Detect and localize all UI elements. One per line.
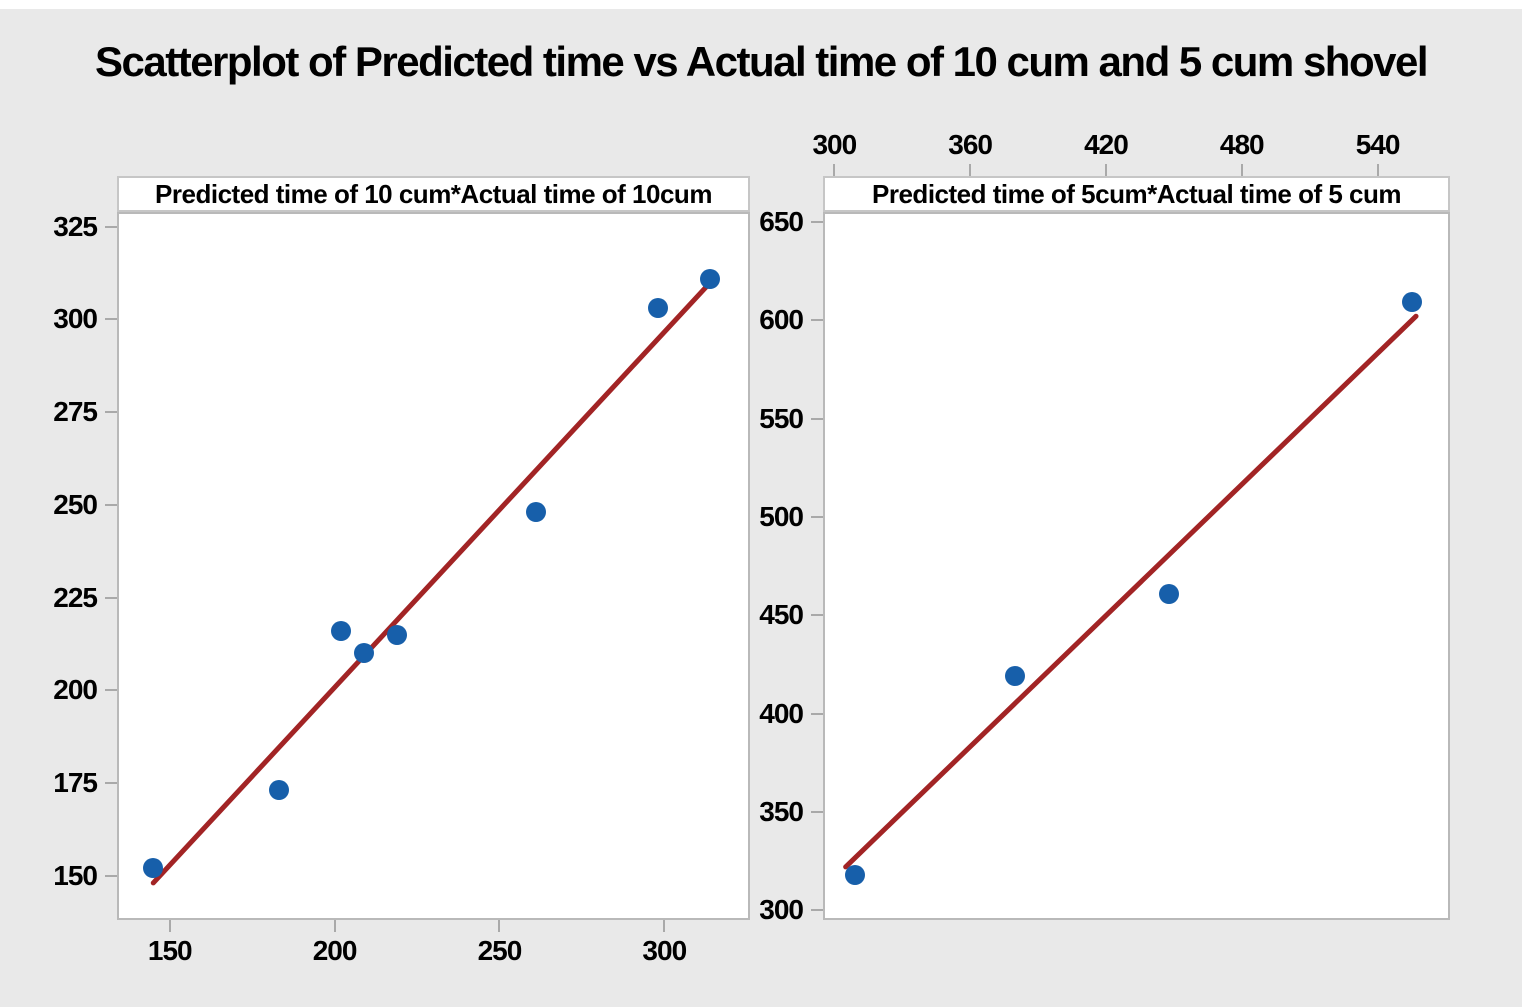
x-axis-tick-label: 480 xyxy=(1219,129,1265,160)
data-point[interactable] xyxy=(700,268,721,289)
y-axis-tick xyxy=(105,225,117,228)
x-axis-tick-label: 540 xyxy=(1355,129,1401,160)
y-axis-tick xyxy=(105,411,117,414)
y-axis-tick xyxy=(105,689,117,692)
data-point[interactable] xyxy=(387,624,408,645)
x-axis-tick xyxy=(1240,164,1243,176)
data-point[interactable] xyxy=(268,780,289,801)
y-axis-tick xyxy=(811,909,823,912)
y-axis-tick-label: 550 xyxy=(759,402,804,434)
data-point[interactable] xyxy=(1159,583,1180,604)
window-top-strip xyxy=(0,0,1522,9)
y-axis-tick-label: 400 xyxy=(759,697,804,729)
y-axis-tick xyxy=(811,614,823,617)
y-axis-tick xyxy=(105,318,117,321)
x-axis-tick xyxy=(1376,164,1379,176)
y-axis-tick-label: 500 xyxy=(759,500,804,532)
left-panel-plot-area xyxy=(117,212,750,920)
x-axis-tick-label: 200 xyxy=(312,935,358,966)
y-axis-tick-label: 250 xyxy=(53,488,98,520)
y-axis-tick-label: 200 xyxy=(53,674,98,706)
regression-line[interactable] xyxy=(843,313,1419,870)
x-axis-tick xyxy=(333,920,336,932)
x-axis-tick xyxy=(663,920,666,932)
y-axis-tick xyxy=(811,712,823,715)
y-axis-tick xyxy=(105,596,117,599)
y-axis-tick xyxy=(811,220,823,223)
y-axis-tick-label: 225 xyxy=(53,581,98,613)
y-axis-tick-label: 350 xyxy=(759,795,804,827)
x-axis-tick-label: 300 xyxy=(642,935,687,966)
y-axis-tick-label: 300 xyxy=(759,894,804,926)
y-axis-tick xyxy=(105,781,117,784)
data-point[interactable] xyxy=(647,298,668,319)
x-axis-tick xyxy=(833,164,836,176)
data-point[interactable] xyxy=(331,620,352,641)
y-axis-tick xyxy=(105,503,117,506)
data-point[interactable] xyxy=(844,864,865,885)
y-axis-tick xyxy=(811,810,823,813)
fit-line-layer xyxy=(843,313,1419,870)
data-point[interactable] xyxy=(1005,666,1026,687)
x-axis-tick xyxy=(168,920,171,932)
y-axis-tick xyxy=(811,515,823,518)
data-point[interactable] xyxy=(525,502,546,523)
y-axis-tick-label: 650 xyxy=(759,205,804,237)
x-axis-tick xyxy=(969,164,972,176)
fit-line-layer xyxy=(150,278,715,886)
x-axis-tick-label: 360 xyxy=(948,129,993,160)
data-point[interactable] xyxy=(1401,292,1422,313)
y-axis-tick-label: 450 xyxy=(759,599,804,631)
y-axis-tick-label: 600 xyxy=(759,304,804,336)
y-axis-tick-label: 175 xyxy=(53,766,98,798)
y-axis-tick xyxy=(811,319,823,322)
y-axis-tick xyxy=(105,874,117,877)
x-axis-tick xyxy=(1104,164,1107,176)
chart-title: Scatterplot of Predicted time vs Actual … xyxy=(95,38,1429,85)
y-axis-tick-label: 275 xyxy=(53,396,98,428)
y-axis-tick-label: 300 xyxy=(53,303,98,335)
data-point[interactable] xyxy=(143,858,164,879)
x-axis-tick-label: 420 xyxy=(1084,129,1129,160)
y-axis-tick xyxy=(811,417,823,420)
x-axis-tick xyxy=(498,920,501,932)
y-axis-tick-label: 150 xyxy=(53,859,98,891)
data-point[interactable] xyxy=(354,643,375,664)
x-axis-tick-label: 150 xyxy=(147,935,193,966)
right-panel-plot-area xyxy=(823,212,1450,920)
right-panel-header: Predicted time of 5cum*Actual time of 5 … xyxy=(823,176,1450,212)
y-axis-tick-label: 325 xyxy=(53,210,98,242)
x-axis-tick-label: 300 xyxy=(812,129,857,160)
regression-line[interactable] xyxy=(150,278,715,886)
left-panel-header: Predicted time of 10 cum*Actual time of … xyxy=(117,176,750,212)
x-axis-tick-label: 250 xyxy=(477,935,523,966)
